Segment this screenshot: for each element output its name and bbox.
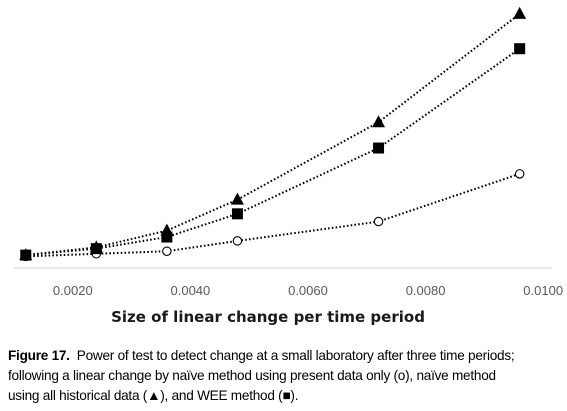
open-circle-marker (373, 216, 384, 227)
series-group (19, 6, 527, 262)
triangle-marker (160, 223, 174, 236)
caption-line-3: using all historical data (▲), and WEE m… (8, 388, 299, 403)
x-tick-label: 0.0040 (171, 283, 211, 298)
square-marker (514, 43, 526, 55)
triangle-marker (89, 240, 103, 253)
series-line (25, 47, 521, 257)
x-tick-labels: 0.0020 0.0040 0.0060 0.0080 0.0100 (53, 283, 563, 298)
open-circle-marker (514, 169, 525, 179)
caption-text-1: Power of test to detect change at a smal… (76, 348, 515, 363)
triangle-marker (19, 248, 33, 261)
caption-line-2: following a linear change by naïve metho… (8, 368, 496, 383)
caption-label: Figure 17. (8, 348, 70, 363)
series-line (25, 13, 521, 257)
x-axis-label: Size of linear change per time period (111, 308, 425, 326)
triangle-marker (230, 192, 244, 205)
caption-line-1: Figure 17. Power of test to detect chang… (8, 346, 561, 366)
triangle-marker (513, 6, 527, 19)
open-circle-marker (232, 236, 243, 246)
figure-caption: Figure 17. Power of test to detect chang… (8, 346, 561, 406)
power-line-chart: 0.0020 0.0040 0.0060 0.0080 0.0100 Size of l… (14, 6, 563, 326)
series-circle-open (21, 169, 525, 262)
x-tick-label: 0.0100 (523, 283, 563, 298)
series-square (20, 43, 526, 261)
x-tick-label: 0.0020 (53, 283, 93, 298)
open-circle-marker (162, 246, 172, 256)
x-tick-label: 0.0080 (406, 283, 446, 298)
square-marker (373, 142, 385, 154)
series-triangle (19, 6, 527, 261)
square-marker (161, 231, 173, 243)
x-tick-label: 0.0060 (288, 283, 328, 298)
square-marker (231, 208, 243, 220)
triangle-marker (372, 115, 386, 128)
